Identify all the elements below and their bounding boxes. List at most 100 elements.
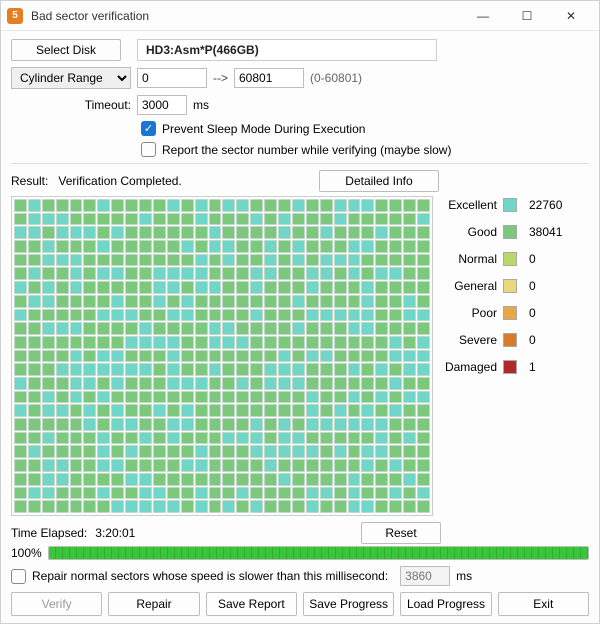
sector-cell — [250, 309, 263, 322]
sector-cell — [403, 199, 416, 212]
time-elapsed-row: Time Elapsed: 3:20:01 Reset — [11, 522, 589, 544]
sector-cell — [97, 267, 110, 280]
sector-cell — [28, 295, 41, 308]
save-progress-button[interactable]: Save Progress — [303, 592, 394, 616]
sector-cell — [250, 473, 263, 486]
sector-cell — [125, 500, 138, 513]
sector-cell — [83, 336, 96, 349]
sector-cell — [348, 404, 361, 417]
sector-cell — [403, 309, 416, 322]
sector-cell — [56, 309, 69, 322]
sector-cell — [97, 350, 110, 363]
sector-cell — [14, 281, 27, 294]
sector-cell — [334, 418, 347, 431]
sector-cell — [83, 391, 96, 404]
sector-cell — [195, 473, 208, 486]
sector-cell — [389, 391, 402, 404]
sector-cell — [14, 213, 27, 226]
sector-cell — [28, 432, 41, 445]
sector-cell — [348, 295, 361, 308]
sector-cell — [417, 418, 430, 431]
report-sector-checkbox[interactable] — [141, 142, 156, 157]
sector-cell — [167, 199, 180, 212]
legend-swatch — [503, 198, 517, 212]
sector-cell — [14, 404, 27, 417]
sector-cell — [181, 404, 194, 417]
range-hint: (0-60801) — [310, 71, 362, 85]
sector-cell — [97, 391, 110, 404]
sector-cell — [111, 487, 124, 500]
sector-cell — [125, 445, 138, 458]
sector-cell — [403, 226, 416, 239]
repair-threshold-row: Repair normal sectors whose speed is slo… — [11, 566, 589, 586]
sector-cell — [417, 473, 430, 486]
sector-cell — [361, 254, 374, 267]
sector-cell — [222, 363, 235, 376]
sector-cell — [153, 418, 166, 431]
sector-cell — [222, 487, 235, 500]
sector-cell — [222, 295, 235, 308]
sector-cell — [361, 309, 374, 322]
sector-cell — [209, 487, 222, 500]
sector-cell — [361, 487, 374, 500]
sector-cell — [403, 350, 416, 363]
sector-cell — [56, 281, 69, 294]
sector-cell — [167, 267, 180, 280]
sector-cell — [97, 363, 110, 376]
sector-cell — [139, 267, 152, 280]
sector-cell — [28, 487, 41, 500]
sector-cell — [111, 377, 124, 390]
sector-cell — [125, 391, 138, 404]
sector-cell — [389, 404, 402, 417]
sector-cell — [97, 254, 110, 267]
save-report-button[interactable]: Save Report — [206, 592, 297, 616]
sector-cell — [417, 336, 430, 349]
sector-cell — [209, 240, 222, 253]
range-mode-select[interactable]: Cylinder Range — [11, 67, 131, 89]
verify-button[interactable]: Verify — [11, 592, 102, 616]
sector-cell — [56, 322, 69, 335]
sector-cell — [153, 459, 166, 472]
select-disk-button[interactable]: Select Disk — [11, 39, 121, 61]
reset-button[interactable]: Reset — [361, 522, 441, 544]
sector-cell — [417, 459, 430, 472]
minimize-button[interactable]: — — [461, 2, 505, 30]
sector-cell — [153, 309, 166, 322]
legend-count: 0 — [529, 333, 569, 347]
sector-cell — [209, 226, 222, 239]
sector-cell — [181, 391, 194, 404]
maximize-button[interactable]: ☐ — [505, 2, 549, 30]
sector-cell — [209, 322, 222, 335]
range-to-input[interactable] — [234, 68, 304, 88]
sector-cell — [236, 281, 249, 294]
repair-threshold-checkbox[interactable] — [11, 569, 26, 584]
sector-cell — [222, 281, 235, 294]
sector-cell — [236, 199, 249, 212]
sector-cell — [125, 377, 138, 390]
repair-button[interactable]: Repair — [108, 592, 199, 616]
sector-cell — [42, 240, 55, 253]
load-progress-button[interactable]: Load Progress — [400, 592, 491, 616]
range-from-input[interactable] — [137, 68, 207, 88]
sector-cell — [264, 487, 277, 500]
progress-row: 100% — [11, 546, 589, 560]
sector-cell — [195, 391, 208, 404]
sector-cell — [334, 432, 347, 445]
timeout-input[interactable] — [137, 95, 187, 115]
sector-cell — [42, 459, 55, 472]
sector-cell — [264, 473, 277, 486]
sector-cell — [181, 445, 194, 458]
sector-cell — [278, 404, 291, 417]
close-button[interactable]: ✕ — [549, 2, 593, 30]
sector-cell — [153, 391, 166, 404]
sector-cell — [236, 254, 249, 267]
sector-cell — [292, 377, 305, 390]
sector-cell — [278, 391, 291, 404]
detailed-info-button[interactable]: Detailed Info — [319, 170, 439, 192]
prevent-sleep-checkbox[interactable]: ✓ — [141, 121, 156, 136]
footer-buttons: Verify Repair Save Report Save Progress … — [11, 592, 589, 616]
sector-cell — [28, 418, 41, 431]
sector-cell — [222, 377, 235, 390]
exit-button[interactable]: Exit — [498, 592, 589, 616]
sector-cell — [139, 391, 152, 404]
